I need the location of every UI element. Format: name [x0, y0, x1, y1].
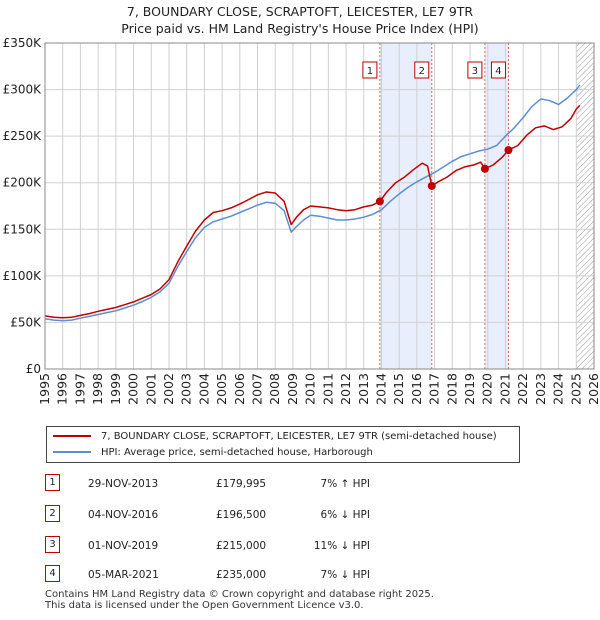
legend-swatch-hpi	[53, 451, 91, 453]
legend-item-hpi: HPI: Average price, semi-detached house,…	[53, 445, 373, 461]
x-tick-label: 1997	[72, 373, 87, 405]
x-tick-label: 1999	[108, 373, 123, 405]
sale-date: 05-MAR-2021	[88, 569, 159, 581]
sale-marker-label: 4	[495, 66, 501, 77]
sale-marker-label: 1	[367, 66, 373, 77]
x-tick-label: 2018	[444, 373, 459, 405]
legend-item-property: 7, BOUNDARY CLOSE, SCRAPTOFT, LEICESTER,…	[53, 429, 497, 445]
x-tick-label: 2011	[320, 373, 335, 405]
sale-date: 29-NOV-2013	[88, 478, 159, 490]
legend-swatch-property	[53, 435, 91, 437]
x-tick-label: 2005	[214, 373, 229, 405]
y-tick-label: £100K	[3, 269, 43, 283]
sale-price: £196,500	[216, 509, 267, 521]
sale-marker-label: 2	[419, 66, 425, 77]
legend-label-property: 7, BOUNDARY CLOSE, SCRAPTOFT, LEICESTER,…	[101, 431, 497, 442]
x-tick-label: 2003	[179, 373, 194, 405]
hpi-line	[44, 84, 581, 322]
x-tick-label: 2022	[515, 373, 530, 405]
chart-title-line1: 7, BOUNDARY CLOSE, SCRAPTOFT, LEICESTER,…	[126, 4, 474, 19]
chart-legend: 7, BOUNDARY CLOSE, SCRAPTOFT, LEICESTER,…	[46, 426, 520, 463]
sale-point	[504, 146, 513, 155]
sale-badge: 4	[45, 565, 60, 582]
sale-row: 1 29-NOV-2013 £179,995 7% ↑ HPI	[0, 474, 600, 494]
x-tick-label: 2024	[551, 373, 566, 405]
chart-title-line2: Price paid vs. HM Land Registry's House …	[121, 21, 479, 36]
x-tick-label: 1996	[55, 373, 70, 405]
sale-hpi-change: 7% ↑ HPI	[320, 478, 370, 490]
x-tick-label: 2008	[267, 373, 282, 405]
sale-row: 2 04-NOV-2016 £196,500 6% ↓ HPI	[0, 505, 600, 525]
footer-attribution: Contains HM Land Registry data © Crown c…	[45, 589, 434, 611]
plot-frame	[44, 42, 595, 370]
x-tick-label: 2021	[497, 373, 512, 405]
property-price-line	[44, 104, 581, 319]
x-tick-label: 1998	[90, 373, 105, 405]
sale-hpi-change: 6% ↓ HPI	[320, 509, 370, 521]
x-tick-label: 2017	[427, 373, 442, 405]
y-tick-label: £0	[26, 362, 41, 376]
x-tick-label: 2010	[303, 373, 318, 405]
sale-badge: 3	[45, 536, 60, 553]
sale-badge: 1	[45, 474, 60, 491]
x-tick-label: 2025	[568, 373, 583, 405]
sale-hpi-change: 7% ↓ HPI	[320, 569, 370, 581]
sale-badge: 2	[45, 505, 60, 522]
sale-price: £179,995	[216, 478, 267, 490]
legend-label-hpi: HPI: Average price, semi-detached house,…	[101, 447, 373, 458]
shaded-range	[379, 43, 432, 369]
sale-marker-box	[490, 61, 506, 79]
sale-marker-box	[414, 61, 430, 79]
sale-row: 4 05-MAR-2021 £235,000 7% ↓ HPI	[0, 565, 600, 585]
x-tick-label: 2016	[409, 373, 424, 405]
sale-price: £215,000	[216, 540, 267, 552]
x-tick-label: 2007	[250, 373, 265, 405]
sale-point	[375, 197, 384, 206]
y-tick-label: £300K	[3, 83, 43, 97]
sale-marker-box	[467, 61, 483, 79]
footer-copyright: Contains HM Land Registry data © Crown c…	[45, 589, 434, 600]
price-chart: 1 2 3 4 £0 £50K £100K £150K £200K £250K £300K £350…	[3, 36, 600, 405]
y-tick-label: £200K	[3, 176, 43, 190]
chart-title: 7, BOUNDARY CLOSE, SCRAPTOFT, LEICESTER,…	[0, 3, 600, 37]
x-tick-label: 2013	[356, 373, 371, 405]
sale-marker-box	[362, 61, 378, 79]
x-tick-label: 2009	[285, 373, 300, 405]
x-tick-label: 2000	[126, 373, 141, 405]
x-tick-label: 2020	[480, 373, 495, 405]
forecast-hatch	[576, 43, 594, 369]
y-tick-label: £150K	[3, 222, 43, 236]
sale-hpi-change: 11% ↓ HPI	[313, 540, 370, 552]
x-tick-label: 2015	[391, 373, 406, 405]
sale-point	[480, 164, 489, 173]
sale-marker-label: 3	[472, 66, 478, 77]
x-tick-label: 2023	[533, 373, 548, 405]
x-tick-label: 2019	[462, 373, 477, 405]
x-tick-label: 2002	[161, 373, 176, 405]
x-tick-label: 2001	[143, 373, 158, 405]
footer-license: This data is licensed under the Open Gov…	[45, 599, 364, 611]
x-tick-label: 2012	[338, 373, 353, 405]
x-tick-label: 2006	[232, 373, 247, 405]
y-tick-label: £350K	[3, 36, 43, 50]
sale-price: £235,000	[216, 569, 267, 581]
sale-date: 04-NOV-2016	[88, 509, 159, 521]
shaded-range	[484, 43, 509, 369]
x-tick-label: 1995	[37, 373, 52, 405]
x-tick-label: 2014	[373, 373, 388, 405]
sale-row: 3 01-NOV-2019 £215,000 11% ↓ HPI	[0, 536, 600, 556]
x-tick-label: 2004	[196, 373, 211, 405]
sale-date: 01-NOV-2019	[88, 540, 159, 552]
sale-point	[427, 181, 436, 190]
y-tick-label: £250K	[3, 129, 43, 143]
y-tick-label: £50K	[10, 315, 42, 329]
x-tick-label: 2026	[586, 373, 600, 405]
